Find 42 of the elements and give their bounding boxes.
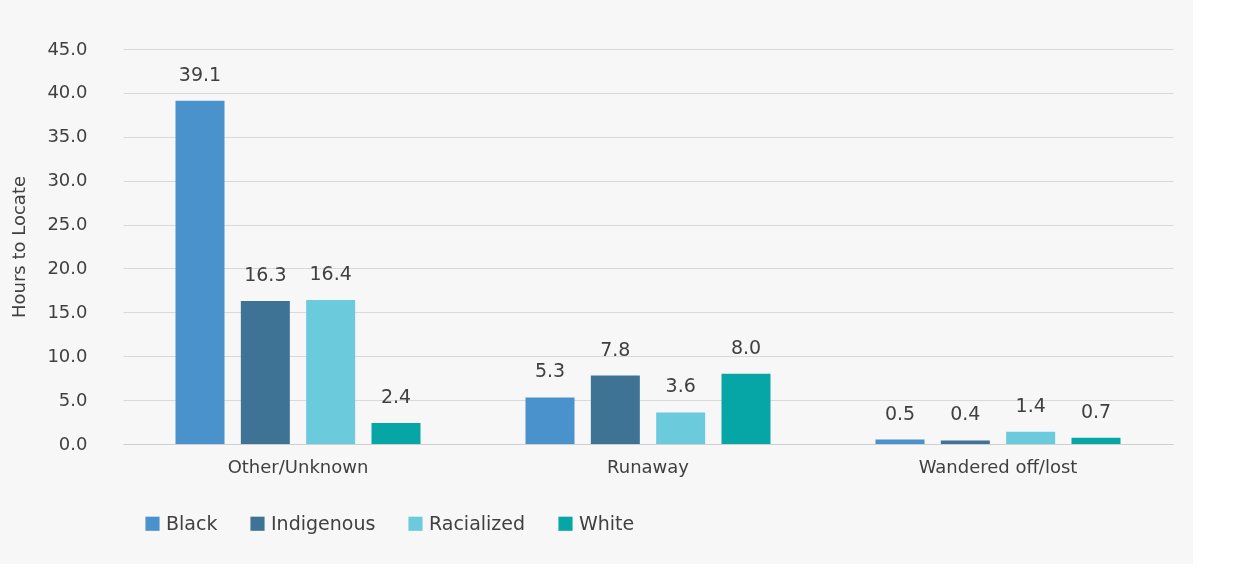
y-tick-label: 20.0: [47, 256, 88, 278]
bar: [590, 375, 640, 444]
legend-label: White: [579, 511, 635, 534]
text: 0.5: [884, 401, 916, 424]
y-tick-label: 0.0: [58, 432, 88, 454]
bar: [371, 422, 421, 444]
y-axis-title: Hours to Locate: [8, 175, 30, 319]
y-tick-label: 40.0: [47, 81, 88, 103]
text: 5.3: [534, 359, 566, 382]
x-tick-label: Runaway: [607, 455, 690, 477]
bar: [875, 439, 925, 444]
bar: [240, 300, 290, 444]
legend-label: Black: [166, 511, 218, 534]
y-tick-label: 30.0: [47, 169, 88, 191]
text: 0.7: [1080, 399, 1112, 422]
text: 16.3: [244, 262, 287, 285]
text: 7.8: [600, 337, 631, 360]
text: 0.4: [950, 402, 981, 425]
bar: [175, 100, 225, 444]
y-tick-label: 35.0: [47, 125, 88, 147]
bar: [656, 412, 706, 444]
legend-label: Indigenous: [271, 511, 376, 534]
y-tick-label: 10.0: [47, 344, 88, 366]
text: 2.4: [380, 384, 412, 407]
text: 8.0: [730, 335, 762, 358]
y-tick-label: 5.0: [58, 388, 88, 410]
bar: [525, 397, 575, 444]
x-tick-label: Other/Unknown: [227, 455, 369, 477]
bar: [940, 440, 990, 444]
text: 3.6: [665, 374, 696, 397]
y-tick-label: 15.0: [47, 300, 88, 322]
y-tick-label: 45.0: [47, 37, 88, 59]
text: 1.4: [1015, 393, 1046, 416]
bar: [306, 300, 356, 444]
y-tick-label: 25.0: [47, 213, 88, 235]
text: 16.4: [309, 262, 352, 285]
bar: [1006, 431, 1056, 444]
bar: [1071, 437, 1121, 444]
x-tick-label: Wandered off/lost: [918, 455, 1078, 477]
bar: [721, 373, 771, 444]
legend-label: Racialized: [429, 511, 526, 534]
text: 39.1: [178, 62, 222, 85]
